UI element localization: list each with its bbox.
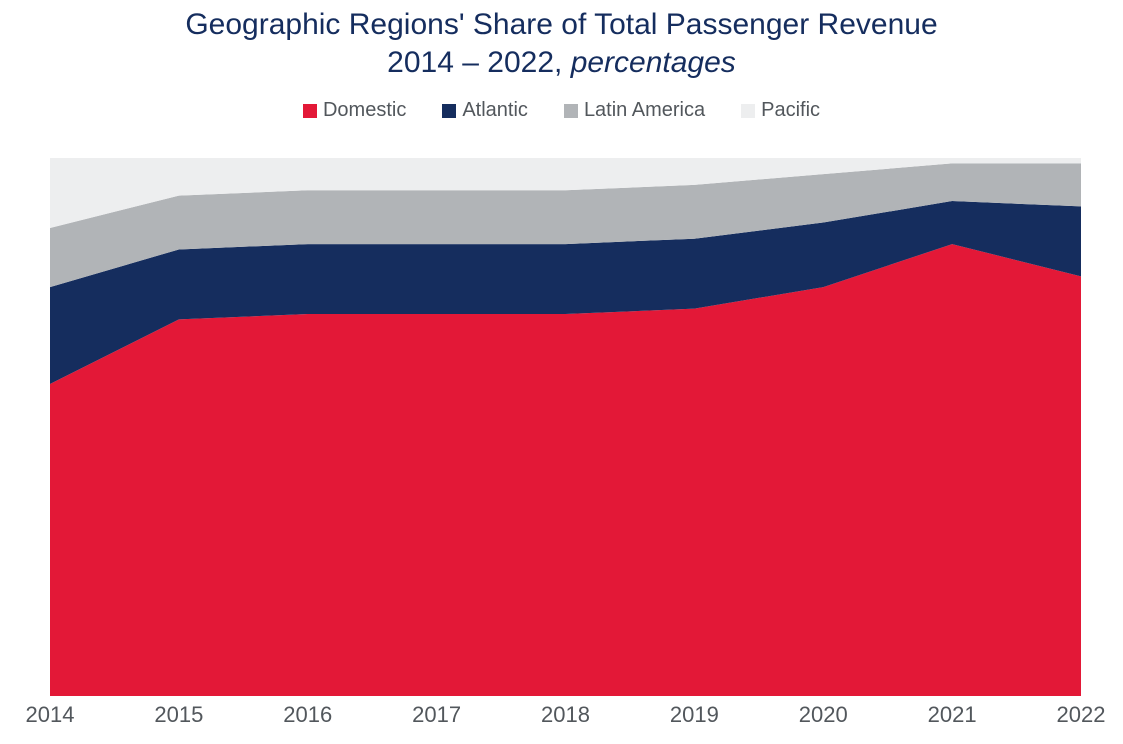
legend-item-atlantic: Atlantic [442,99,528,122]
legend-swatch-atlantic [442,104,456,118]
chart-title-line2-prefix: 2014 – 2022, [387,46,571,79]
chart-title-line2-italic: percentages [571,46,736,79]
chart-title-block: Geographic Regions' Share of Total Passe… [0,0,1123,81]
x-tick-2015: 2015 [154,702,203,728]
legend-item-latin_america: Latin America [564,99,705,122]
x-tick-2022: 2022 [1057,702,1106,728]
legend-label-domestic: Domestic [323,99,406,122]
stacked-area-plot [50,158,1081,696]
legend-swatch-latin_america [564,104,578,118]
x-tick-2017: 2017 [412,702,461,728]
x-tick-2020: 2020 [799,702,848,728]
legend-swatch-domestic [303,104,317,118]
legend-item-domestic: Domestic [303,99,406,122]
chart-title-line1: Geographic Regions' Share of Total Passe… [0,6,1123,44]
plot-outer [50,158,1081,696]
legend-swatch-pacific [741,104,755,118]
x-axis: 201420152016201720182019202020212022 [50,702,1081,736]
chart-legend: Domestic Atlantic Latin America Pacific [0,99,1123,124]
x-tick-2014: 2014 [26,702,75,728]
chart-title-line2: 2014 – 2022, percentages [0,44,1123,82]
x-tick-2018: 2018 [541,702,590,728]
x-tick-2016: 2016 [283,702,332,728]
legend-label-atlantic: Atlantic [462,99,528,122]
chart-container: Geographic Regions' Share of Total Passe… [0,0,1123,744]
legend-label-latin_america: Latin America [584,99,705,122]
x-tick-2019: 2019 [670,702,719,728]
x-tick-2021: 2021 [928,702,977,728]
legend-label-pacific: Pacific [761,99,820,122]
legend-item-pacific: Pacific [741,99,820,122]
